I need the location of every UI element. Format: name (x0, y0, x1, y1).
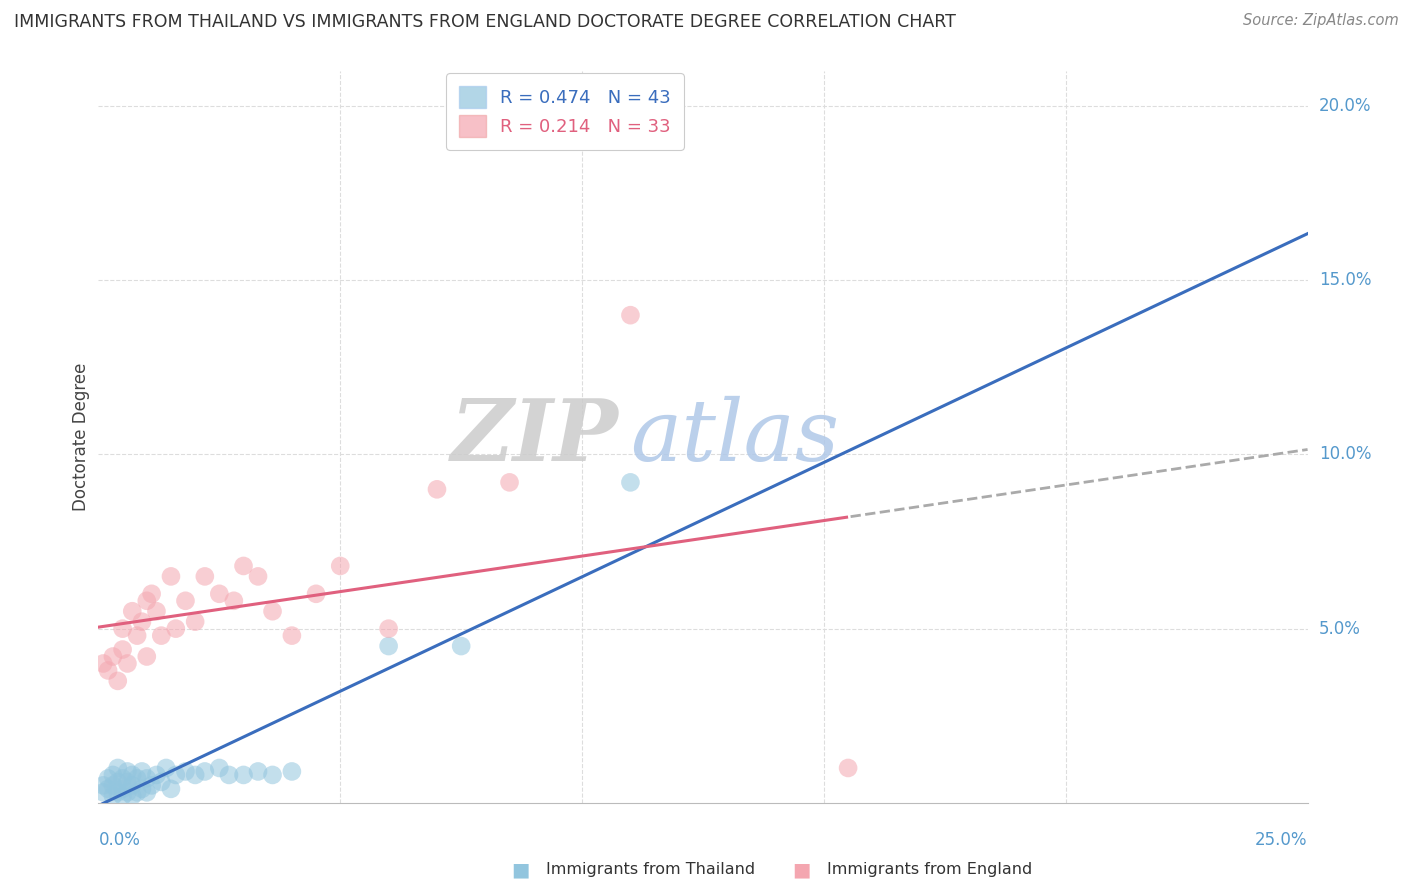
Point (377, 639, 399, 653)
Text: ZIP: ZIP (450, 395, 619, 479)
Point (135, 785, 157, 799)
Point (91, 778, 114, 792)
Point (218, 768, 240, 782)
Text: atlas: atlas (630, 396, 839, 478)
Point (111, 622, 134, 636)
Point (107, 761, 129, 775)
Point (107, 673, 129, 688)
Point (155, 761, 177, 775)
Point (498, 475, 520, 490)
Point (184, 768, 207, 782)
Text: ■: ■ (792, 860, 811, 880)
Point (111, 789, 134, 803)
Point (281, 629, 304, 643)
Point (91, 785, 114, 799)
Point (145, 604, 167, 618)
Point (619, 475, 641, 490)
Point (121, 778, 143, 792)
Point (117, 775, 139, 789)
Point (121, 604, 143, 618)
Point (117, 785, 139, 799)
Point (222, 594, 245, 608)
Point (131, 615, 153, 629)
Point (150, 775, 173, 789)
Point (107, 785, 129, 799)
Point (97, 781, 120, 796)
Point (97, 664, 120, 678)
Point (184, 615, 207, 629)
Text: Immigrants from England: Immigrants from England (827, 863, 1032, 877)
Point (837, 761, 859, 775)
Text: 10.0%: 10.0% (1319, 445, 1371, 464)
Point (127, 772, 149, 786)
Point (160, 569, 183, 583)
Point (131, 764, 153, 779)
Point (121, 789, 143, 803)
Point (97, 772, 120, 786)
Point (247, 569, 270, 583)
Text: Source: ZipAtlas.com: Source: ZipAtlas.com (1243, 13, 1399, 29)
Point (194, 764, 217, 779)
Point (232, 558, 254, 573)
Point (107, 775, 129, 789)
Point (127, 785, 149, 799)
Point (160, 781, 183, 796)
Point (111, 772, 134, 786)
Point (165, 768, 187, 782)
Point (247, 764, 270, 779)
Point (174, 594, 197, 608)
Point (619, 308, 641, 322)
Point (101, 768, 124, 782)
Point (101, 789, 124, 803)
Point (145, 768, 167, 782)
Point (208, 587, 231, 601)
Point (135, 594, 157, 608)
Text: Immigrants from Thailand: Immigrants from Thailand (546, 863, 755, 877)
Point (131, 781, 153, 796)
Text: IMMIGRANTS FROM THAILAND VS IMMIGRANTS FROM ENGLAND DOCTORATE DEGREE CORRELATION: IMMIGRANTS FROM THAILAND VS IMMIGRANTS F… (14, 13, 956, 31)
Point (141, 778, 163, 792)
Point (101, 649, 124, 664)
Point (117, 657, 139, 671)
Point (174, 764, 197, 779)
Point (117, 764, 139, 779)
Point (91, 657, 114, 671)
Point (141, 587, 163, 601)
Point (208, 761, 231, 775)
Text: 15.0%: 15.0% (1319, 271, 1371, 289)
Text: 25.0%: 25.0% (1256, 830, 1308, 848)
Point (111, 642, 134, 657)
Point (232, 768, 254, 782)
Point (377, 622, 399, 636)
Text: 20.0%: 20.0% (1319, 97, 1371, 115)
Point (127, 629, 149, 643)
Point (121, 768, 143, 782)
Y-axis label: Doctorate Degree: Doctorate Degree (72, 363, 90, 511)
Point (111, 781, 134, 796)
Text: ■: ■ (510, 860, 530, 880)
Point (262, 604, 284, 618)
Point (150, 629, 173, 643)
Point (426, 483, 449, 497)
Point (450, 639, 472, 653)
Point (135, 772, 157, 786)
Point (165, 622, 187, 636)
Point (135, 649, 157, 664)
Text: 5.0%: 5.0% (1319, 620, 1361, 638)
Text: 0.0%: 0.0% (98, 830, 141, 848)
Point (194, 569, 217, 583)
Legend: R = 0.474   N = 43, R = 0.214   N = 33: R = 0.474 N = 43, R = 0.214 N = 33 (446, 73, 683, 150)
Point (101, 778, 124, 792)
Point (305, 587, 328, 601)
Point (262, 768, 284, 782)
Point (281, 764, 304, 779)
Point (329, 558, 352, 573)
